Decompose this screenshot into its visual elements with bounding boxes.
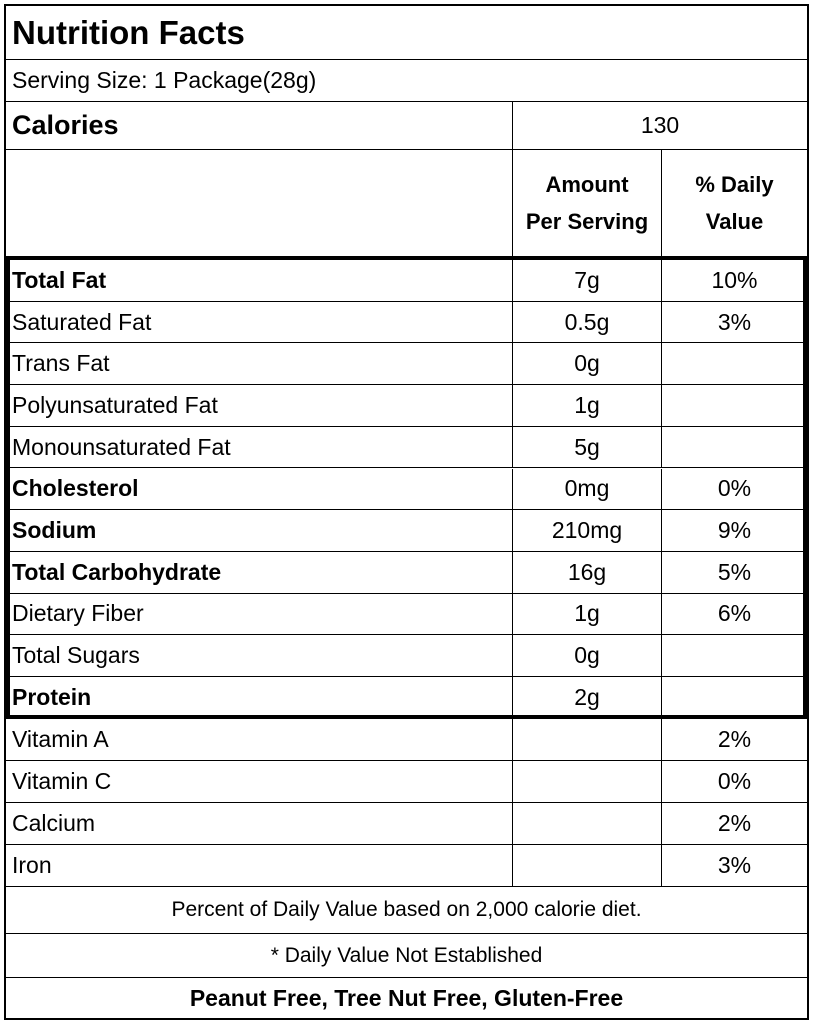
dv-header-line1: % Daily <box>695 172 774 197</box>
nutrient-daily-value: 6% <box>661 593 807 635</box>
nutrient-amount: 0g <box>512 343 661 385</box>
nutrient-daily-value: 5% <box>661 551 807 593</box>
nutrient-row: Trans Fat 0g <box>6 343 807 386</box>
vitamin-amount <box>512 803 661 844</box>
vitamin-row: Vitamin A 2% <box>6 719 807 761</box>
nutrient-row: Sodium 210mg 9% <box>6 510 807 552</box>
vitamin-row: Iron 3% <box>6 845 807 887</box>
vitamin-daily-value: 3% <box>661 845 807 886</box>
header-blank <box>6 150 512 256</box>
vitamin-row: Calcium 2% <box>6 803 807 845</box>
vitamin-daily-value: 2% <box>661 719 807 760</box>
not-established-note: * Daily Value Not Established <box>270 943 543 967</box>
amount-header-line2: Per Serving <box>525 209 649 234</box>
nutrition-label: Nutrition Facts Serving Size: 1 Package(… <box>4 4 809 1020</box>
nutrient-daily-value: 9% <box>661 510 807 551</box>
nutrient-row: Saturated Fat 0.5g 3% <box>6 301 807 344</box>
vitamin-name: Iron <box>12 852 52 878</box>
nutrient-amount: 1g <box>512 593 661 635</box>
nutrient-name: Protein <box>12 683 92 710</box>
nutrient-daily-value <box>661 426 807 468</box>
nutrient-daily-value: 3% <box>661 301 807 343</box>
label-title: Nutrition Facts <box>12 13 245 51</box>
nutrient-amount: 5g <box>512 426 661 468</box>
nutrient-daily-value: 10% <box>661 260 807 301</box>
vitamin-name: Vitamin A <box>12 726 109 752</box>
nutrient-amount: 1g <box>512 385 661 426</box>
nutrient-amount: 210mg <box>512 510 661 551</box>
daily-value-header: % Daily Value <box>661 150 807 256</box>
vitamin-amount <box>512 845 661 886</box>
serving-size: Serving Size: 1 Package(28g) <box>12 67 317 93</box>
calories-label: Calories <box>12 110 119 140</box>
vitamin-daily-value: 2% <box>661 803 807 844</box>
nutrient-daily-value <box>661 343 807 385</box>
nutrient-row: Total Fat 7g 10% <box>6 260 807 302</box>
daily-value-note-row: Percent of Daily Value based on 2,000 ca… <box>6 887 807 934</box>
column-header-row: Amount Per Serving % Daily Value <box>6 150 807 256</box>
vitamin-amount <box>512 761 661 802</box>
nutrient-amount: 2g <box>512 677 661 718</box>
amount-per-serving-header: Amount Per Serving <box>512 150 661 256</box>
nutrient-row: Protein 2g <box>6 677 807 719</box>
nutrient-name: Dietary Fiber <box>12 600 144 627</box>
not-established-row: * Daily Value Not Established <box>6 934 807 978</box>
nutrient-name: Trans Fat <box>12 350 110 377</box>
calories-row: Calories 130 <box>6 102 807 150</box>
nutrient-name: Total Fat <box>12 266 107 293</box>
nutrient-name: Total Carbohydrate <box>12 558 222 585</box>
nutrient-name: Saturated Fat <box>12 308 152 335</box>
nutrient-amount: 7g <box>512 260 661 301</box>
vitamin-row: Vitamin C 0% <box>6 761 807 803</box>
nutrient-daily-value <box>661 385 807 426</box>
serving-size-row: Serving Size: 1 Package(28g) <box>6 60 807 102</box>
nutrient-row: Cholesterol 0mg 0% <box>6 468 807 511</box>
daily-value-note: Percent of Daily Value based on 2,000 ca… <box>171 898 642 921</box>
nutrient-name: Cholesterol <box>12 475 139 502</box>
nutrient-row: Polyunsaturated Fat 1g <box>6 385 807 427</box>
nutrient-row: Total Sugars 0g <box>6 635 807 677</box>
vitamin-name: Vitamin C <box>12 768 112 794</box>
nutrient-name: Polyunsaturated Fat <box>12 391 218 418</box>
nutrient-name: Sodium <box>12 517 97 544</box>
nutrient-amount: 16g <box>512 551 661 593</box>
amount-header-line1: Amount <box>545 172 629 197</box>
nutrient-name: Total Sugars <box>12 642 140 669</box>
nutrient-amount: 0.5g <box>512 301 661 343</box>
nutrient-name: Monounsaturated Fat <box>12 433 231 460</box>
vitamin-name: Calcium <box>12 810 96 836</box>
nutrient-row: Monounsaturated Fat 5g <box>6 426 807 469</box>
nutrient-amount: 0mg <box>512 468 661 510</box>
title-row: Nutrition Facts <box>6 6 807 60</box>
vitamin-daily-value: 0% <box>661 761 807 802</box>
nutrient-row: Dietary Fiber 1g 6% <box>6 593 807 636</box>
allergen-row: Peanut Free, Tree Nut Free, Gluten-Free <box>6 978 807 1018</box>
nutrient-daily-value: 0% <box>661 468 807 510</box>
calories-value: 130 <box>512 102 807 149</box>
nutrient-amount: 0g <box>512 635 661 676</box>
dv-header-line2: Value <box>705 209 764 234</box>
allergen-note: Peanut Free, Tree Nut Free, Gluten-Free <box>189 984 624 1011</box>
nutrient-row: Total Carbohydrate 16g 5% <box>6 551 807 594</box>
nutrient-daily-value <box>661 635 807 676</box>
nutrient-daily-value <box>661 677 807 718</box>
vitamin-amount <box>512 719 661 760</box>
